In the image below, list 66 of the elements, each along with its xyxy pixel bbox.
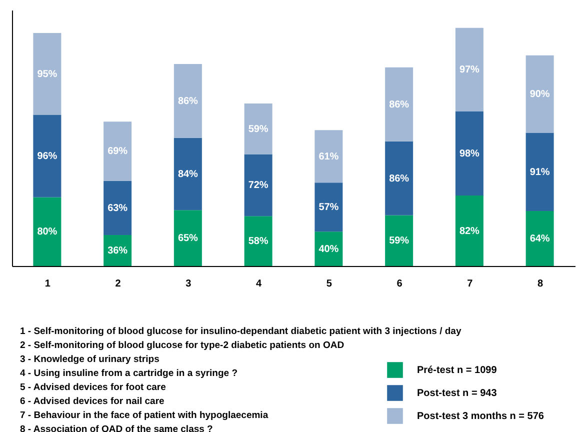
data-label: 57%: [318, 202, 339, 214]
bar: [314, 182, 343, 232]
text: 6 - Advised devices for nail care: [20, 396, 164, 407]
bar: [174, 210, 202, 266]
bar: [385, 215, 414, 266]
data-label: 91%: [530, 166, 550, 178]
data-label: 59%: [248, 124, 268, 135]
bar: [33, 197, 62, 266]
data-label: 58%: [248, 236, 268, 248]
bar: [314, 232, 343, 266]
x-tick-label: 1: [44, 278, 51, 290]
text: 8 - Association of OAD of the same class ?: [20, 424, 214, 432]
legend-label: Pré-test n = 1099: [417, 365, 498, 376]
legend-label: Post-test n = 943: [417, 388, 498, 399]
text: 5 - Advised devices for foot care: [20, 382, 166, 393]
x-tick-label: 6: [396, 278, 403, 290]
x-tick-label: 4: [256, 278, 262, 290]
data-label: 63%: [108, 202, 128, 214]
bar: [314, 130, 343, 183]
data-label: 86%: [389, 99, 410, 110]
text: 4 - Using insuline from a cartridge in a syringe ?: [20, 368, 238, 379]
data-label: 95%: [37, 68, 58, 80]
data-label: 82%: [459, 226, 480, 237]
x-tick-label: 8: [538, 278, 544, 290]
x-tick-label: 5: [326, 278, 332, 290]
bar: [244, 104, 272, 154]
data-label: 65%: [178, 233, 198, 244]
x-tick-label: 2: [115, 278, 122, 290]
data-label: 64%: [530, 233, 550, 244]
data-label: 86%: [389, 173, 410, 184]
bar: [244, 216, 272, 266]
bar: [33, 114, 62, 198]
text: 1 - Self-monitoring of blood glucose for insulino-dependant diabetic patient with 3 injections / day: [20, 326, 462, 337]
text: 2 - Self-monitoring of blood glucose for type-2 diabetic patients on OAD: [20, 340, 344, 351]
text: 3 - Knowledge of urinary strips: [20, 354, 160, 365]
bar: [526, 210, 554, 266]
bar: [455, 196, 484, 266]
data-label: 80%: [37, 226, 58, 238]
bar: [455, 111, 484, 196]
x-tick-label: 3: [186, 278, 192, 290]
data-label: 69%: [108, 146, 128, 158]
data-label: 36%: [108, 246, 128, 257]
bar: [104, 180, 132, 236]
data-label: 61%: [318, 151, 339, 162]
data-label: 96%: [37, 150, 58, 162]
bar: [244, 154, 272, 216]
x-tick-label: 7: [467, 278, 474, 290]
bar: [455, 28, 484, 112]
bar: [33, 33, 62, 115]
data-label: 86%: [178, 96, 198, 107]
data-label: 40%: [318, 244, 339, 255]
data-label: 72%: [248, 180, 268, 192]
bar: [174, 138, 202, 210]
data-label: 59%: [389, 236, 410, 247]
bar: [526, 55, 554, 133]
bar: [385, 67, 414, 142]
bar: [385, 141, 414, 216]
bar: [104, 122, 132, 181]
data-label: 98%: [459, 148, 480, 160]
data-label: 84%: [178, 169, 198, 180]
data-label: 97%: [459, 64, 480, 76]
data-label: 90%: [530, 89, 550, 100]
bar: [526, 132, 554, 211]
text: 7 - Behaviour in the face of patient with hypoglaecemia: [20, 410, 269, 421]
legend-label: Post-test 3 months n = 576: [417, 411, 544, 422]
bar: [174, 64, 202, 138]
